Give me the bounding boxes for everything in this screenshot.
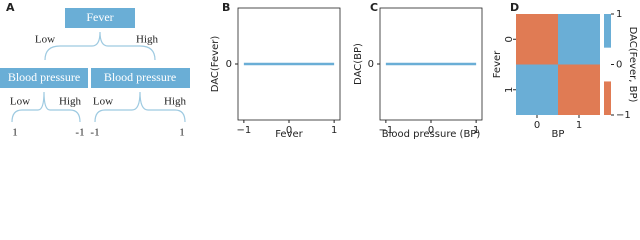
y-tick-label: 0	[226, 59, 232, 70]
y-axis-label: DAC(BP)	[353, 43, 364, 85]
panel-label: B	[222, 1, 230, 14]
branch-label: High	[164, 96, 187, 108]
node-box	[91, 68, 190, 88]
x-tick-label: 0	[534, 120, 540, 131]
x-tick-label: 1	[473, 125, 479, 136]
y-axis-label: Fever	[492, 50, 503, 78]
leaf-value: -1	[75, 127, 84, 139]
colorbar-segment	[604, 81, 611, 115]
colorbar-segment	[604, 47, 611, 82]
colorbar-segment	[604, 14, 611, 48]
heatmap-cell	[516, 14, 558, 65]
brace	[44, 31, 156, 61]
panel-label: D	[510, 1, 519, 14]
node-label: Fever	[86, 10, 113, 24]
branch-label: Low	[93, 96, 113, 108]
panel-label: A	[6, 1, 15, 14]
colorbar-tick-label: 1	[616, 9, 622, 20]
x-axis-label: Fever	[275, 129, 303, 140]
colorbar-tick-label: 0	[616, 60, 622, 71]
figure: A B C D Fever Low High Blood pressure Bl…	[0, 1, 638, 140]
y-tick-label: 1	[504, 87, 515, 93]
branch-label: High	[59, 96, 82, 108]
x-tick-label: 0	[286, 125, 292, 136]
x-tick-label: −1	[378, 125, 393, 136]
panel-label: C	[370, 1, 378, 14]
colorbar-tick-label: −1	[616, 110, 631, 121]
x-tick-label: 1	[576, 120, 582, 131]
y-tick-label: 0	[368, 59, 374, 70]
leaf-value: 1	[179, 127, 185, 139]
x-tick-label: 1	[331, 125, 337, 136]
x-axis-label: Blood pressure (BP)	[382, 129, 481, 140]
node-box	[65, 8, 135, 28]
x-tick-label: 0	[428, 125, 434, 136]
node-label: Blood pressure	[8, 70, 80, 84]
x-axis-label: BP	[552, 129, 565, 140]
x-tick-label: −1	[236, 125, 251, 136]
brace	[94, 91, 186, 123]
branch-label: High	[136, 34, 159, 46]
y-axis-label: DAC(Fever)	[210, 36, 221, 93]
node-box	[0, 68, 88, 88]
branch-label: Low	[35, 34, 55, 46]
heatmap-cell	[558, 14, 600, 65]
colorbar-label: DAC(Fever, BP)	[627, 27, 638, 103]
brace	[11, 91, 81, 123]
heatmap-cell	[558, 64, 600, 115]
branch-label: Low	[10, 96, 30, 108]
leaf-value: 1	[12, 127, 18, 139]
heatmap-cell	[516, 64, 558, 115]
leaf-value: -1	[90, 127, 99, 139]
y-tick-label: 0	[504, 36, 515, 42]
node-label: Blood pressure	[104, 70, 176, 84]
